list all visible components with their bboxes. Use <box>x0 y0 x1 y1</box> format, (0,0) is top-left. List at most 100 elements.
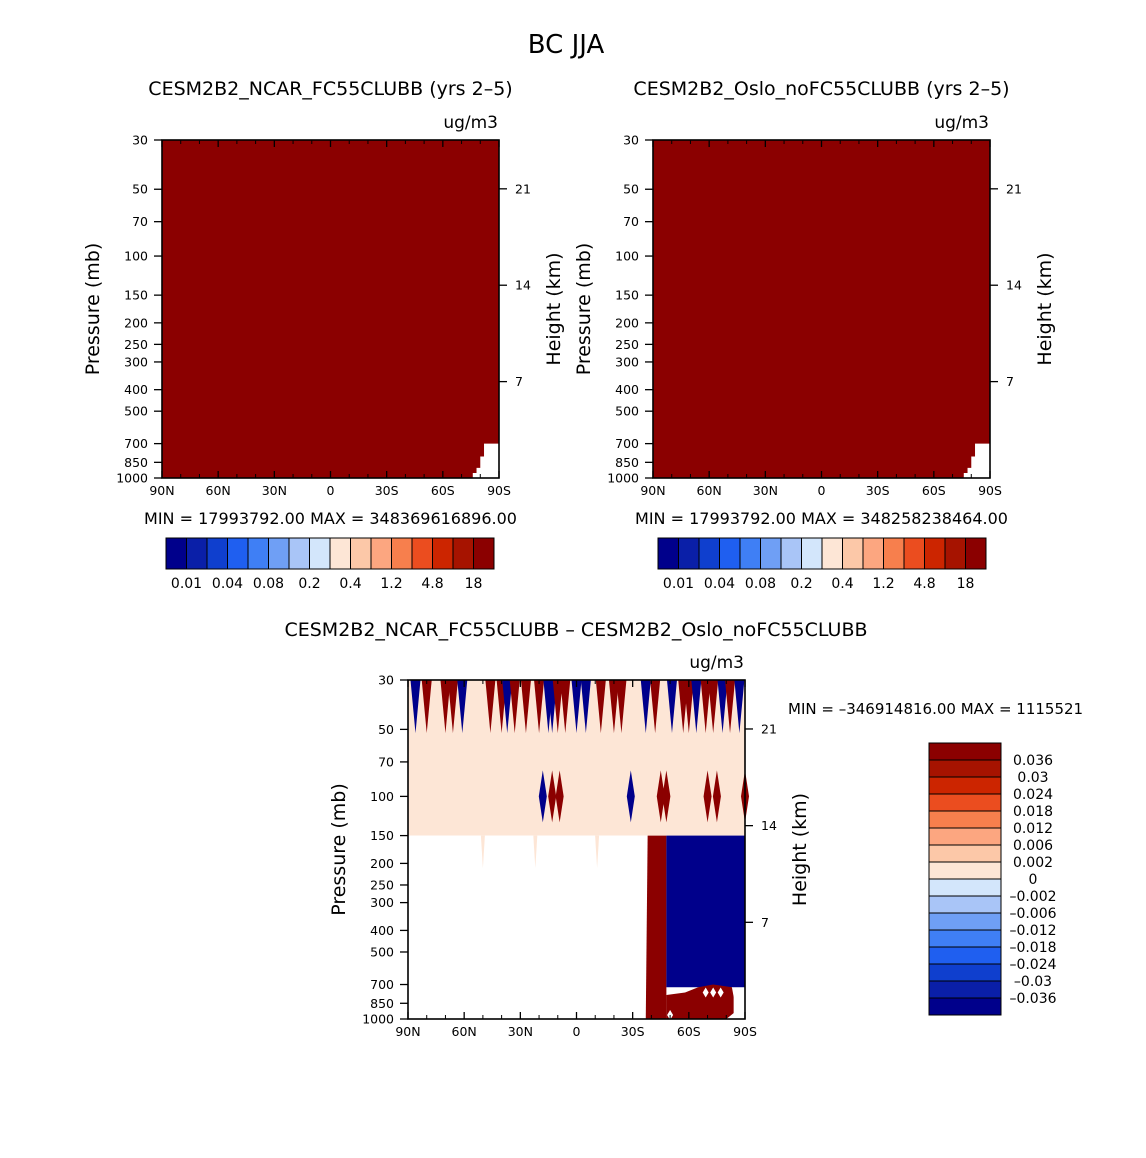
y-tick-label: 1000 <box>116 471 148 486</box>
colorbar-swatch <box>657 537 679 570</box>
lozenge-contour <box>656 770 665 823</box>
figure-title: BC JJA <box>528 30 605 60</box>
colorbar-swatch <box>903 537 925 570</box>
diamond-contour <box>717 987 724 998</box>
spike-contour <box>560 680 571 734</box>
colorbar-swatch <box>719 537 741 570</box>
colorbar-swatch <box>928 912 1002 931</box>
colorbar-swatch <box>862 537 884 570</box>
colorbar-swatch <box>452 537 474 570</box>
faint-tip <box>480 835 485 869</box>
x-tick-label: 60N <box>206 483 231 498</box>
stats-text: MIN = –346914816.00 MAX = 1115521 <box>788 700 1083 718</box>
colorbar-swatch <box>821 537 843 570</box>
spike-contour <box>700 680 711 734</box>
y-tick-label: 400 <box>370 923 394 938</box>
colorbar-swatch <box>268 537 290 570</box>
lozenge-contour <box>538 770 547 823</box>
y-tick-label: 30 <box>623 133 639 148</box>
lozenge-contour <box>703 770 712 823</box>
y-tick-label: 700 <box>124 436 148 451</box>
diamond-contour <box>702 987 709 998</box>
x-tick-label: 30N <box>753 483 778 498</box>
colorbar-swatch <box>944 537 966 570</box>
colorbar-tick-label: 0.036 <box>1013 753 1053 769</box>
y-tick-label: 850 <box>124 455 148 470</box>
x-tick-label: 60S <box>922 483 946 498</box>
spike-contour <box>616 680 627 734</box>
colorbar-tick-label: 0.012 <box>1013 821 1053 837</box>
height-tick-label: 7 <box>515 374 523 389</box>
red-column <box>645 835 667 1019</box>
spike-contour <box>534 680 545 734</box>
y-tick-label: 100 <box>615 249 639 264</box>
x-tick-label: 30N <box>508 1024 533 1039</box>
x-tick-label: 90S <box>487 483 511 498</box>
y-tick-label: 200 <box>615 315 639 330</box>
colorbar-tick-label: 18 <box>957 576 975 592</box>
spike-contour <box>691 680 702 734</box>
spike-contour <box>734 680 745 734</box>
y-tick-label: 400 <box>124 382 148 397</box>
x-tick-label: 90S <box>733 1024 757 1039</box>
y-tick-label: 150 <box>124 288 148 303</box>
x-tick-label: 30N <box>262 483 287 498</box>
colorbar-swatch <box>842 537 864 570</box>
spike-contour <box>717 680 728 734</box>
colorbar-swatch <box>391 537 413 570</box>
spike-contour <box>683 680 694 734</box>
colorbar-swatch <box>678 537 700 570</box>
units-label: ug/m3 <box>934 113 989 133</box>
y-axis-label: Pressure (mb) <box>328 783 350 916</box>
y-tick-label: 1000 <box>607 471 639 486</box>
x-tick-label: 0 <box>573 1024 581 1039</box>
colorbar-swatch <box>760 537 782 570</box>
y-axis-label-right: Height (km) <box>789 793 811 906</box>
stats-text: MIN = 17993792.00 MAX = 348369616896.00 <box>144 509 517 528</box>
colorbar-swatch <box>206 537 228 570</box>
colorbar-swatch <box>928 844 1002 863</box>
y-axis-label: Pressure (mb) <box>82 243 104 376</box>
height-tick-label: 21 <box>515 181 531 196</box>
spike-contour <box>650 680 661 734</box>
y-tick-label: 200 <box>124 315 148 330</box>
spike-contour <box>640 680 651 734</box>
red-lower-cluster <box>666 984 734 1019</box>
y-tick-label: 250 <box>615 337 639 352</box>
colorbar-tick-label: 1.2 <box>872 576 894 592</box>
colorbar-swatch <box>329 537 351 570</box>
panel-ncar: CESM2B2_NCAR_FC55CLUBB (yrs 2–5) ug/m3 90N… <box>82 78 565 592</box>
x-tick-label: 90N <box>149 483 174 498</box>
colorbar-tick-label: –0.002 <box>1009 889 1056 905</box>
y-tick-label: 70 <box>378 754 394 769</box>
colorbar-swatch <box>928 827 1002 846</box>
colorbar-swatch <box>965 537 987 570</box>
missing-data-region <box>963 443 990 478</box>
panel-title: CESM2B2_NCAR_FC55CLUBB – CESM2B2_Oslo_no… <box>284 619 867 641</box>
colorbar-swatch <box>165 537 187 570</box>
colorbar-swatch <box>928 793 1002 812</box>
x-tick-label: 0 <box>818 483 826 498</box>
x-tick-label: 60N <box>697 483 722 498</box>
lozenge-contour <box>548 770 557 823</box>
y-tick-label: 150 <box>370 828 394 843</box>
colorbar-swatch <box>801 537 823 570</box>
colorbar-tick-label: 0.018 <box>1013 804 1053 820</box>
y-tick-label: 250 <box>124 337 148 352</box>
heatmap-field <box>162 140 499 478</box>
colorbar-tick-label: 0.4 <box>831 576 853 592</box>
heatmap-field <box>653 140 990 478</box>
y-axis-label-right: Height (km) <box>1034 252 1056 365</box>
stats-text: MIN = 17993792.00 MAX = 348258238464.00 <box>635 509 1008 528</box>
colorbar-swatch <box>186 537 208 570</box>
spike-contour <box>502 680 513 734</box>
colorbar-tick-label: –0.018 <box>1009 940 1056 956</box>
y-axis-label: Pressure (mb) <box>573 243 595 376</box>
spike-contour <box>552 680 563 734</box>
colorbar-swatch <box>928 980 1002 999</box>
colorbar-swatch <box>928 878 1002 897</box>
x-tick-label: 30S <box>866 483 890 498</box>
height-tick-label: 21 <box>1006 181 1022 196</box>
faint-tip <box>533 835 538 869</box>
